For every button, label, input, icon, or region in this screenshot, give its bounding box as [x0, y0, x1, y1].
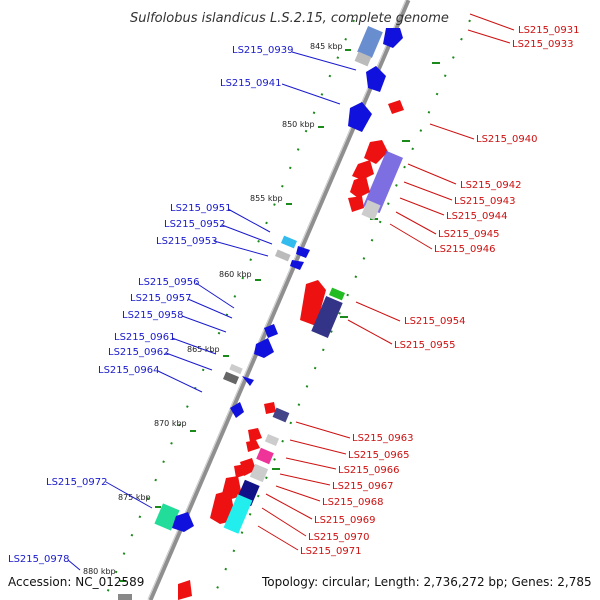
gene-feature — [242, 376, 254, 386]
gene-feature — [234, 464, 248, 478]
accession-text: Accession: NC_012589 — [8, 575, 144, 589]
gene-label[interactable]: LS215_0968 — [322, 497, 383, 508]
gene-feature — [172, 512, 194, 532]
gene-feature — [223, 494, 253, 534]
gene-feature — [229, 363, 243, 375]
gene-feature — [366, 66, 386, 92]
gene-feature — [230, 402, 244, 418]
kbp-label: 880 kbp — [83, 567, 116, 576]
gene-feature — [249, 463, 269, 483]
gene-label[interactable]: LS215_0964 — [98, 365, 159, 376]
gene-label[interactable]: LS215_0970 — [308, 532, 369, 543]
gene-feature — [361, 199, 381, 221]
gene-label[interactable]: LS215_0954 — [404, 316, 465, 327]
genome-backbone-highlight — [147, 0, 407, 600]
gene-feature — [350, 176, 370, 198]
gene-feature — [264, 402, 276, 414]
kbp-label: 860 kbp — [219, 270, 252, 279]
gene-label[interactable]: LS215_0956 — [138, 277, 199, 288]
gene-label[interactable]: LS215_0940 — [476, 134, 537, 145]
gene-label[interactable]: LS215_0957 — [130, 293, 191, 304]
gene-label[interactable]: LS215_0958 — [122, 310, 183, 321]
forward-leaders — [67, 51, 357, 571]
gene-label[interactable]: LS215_0939 — [232, 45, 293, 56]
gene-label[interactable]: LS215_0965 — [348, 450, 409, 461]
gene-feature — [222, 371, 240, 385]
forward-features — [118, 25, 403, 600]
gene-label[interactable]: LS215_0944 — [446, 211, 507, 222]
gene-feature — [118, 594, 132, 600]
gene-feature — [254, 338, 274, 358]
gene-label[interactable]: LS215_0942 — [460, 180, 521, 191]
gene-feature — [246, 440, 260, 452]
gene-label[interactable]: LS215_0971 — [300, 546, 361, 557]
gene-feature — [290, 260, 304, 270]
gene-feature — [264, 433, 280, 447]
gene-feature — [264, 324, 278, 338]
gene-feature — [256, 447, 274, 465]
gene-feature — [348, 196, 364, 212]
gene-label[interactable]: LS215_0953 — [156, 236, 217, 247]
gene-label[interactable]: LS215_0961 — [114, 332, 175, 343]
kbp-label: 855 kbp — [250, 194, 283, 203]
genome-backbone — [147, 0, 411, 600]
kbp-label: 845 kbp — [310, 42, 343, 51]
gene-label[interactable]: LS215_0966 — [338, 465, 399, 476]
gene-feature — [348, 102, 372, 132]
gene-label[interactable]: LS215_0978 — [8, 554, 69, 565]
gene-feature — [354, 51, 372, 67]
reverse-labels: LS215_0931 LS215_0933 LS215_0940 LS215_0… — [300, 25, 579, 557]
forward-labels: LS215_0939 LS215_0941 LS215_0951 LS215_0… — [8, 45, 293, 565]
gene-label[interactable]: LS215_0941 — [220, 78, 281, 89]
gene-feature — [280, 235, 298, 249]
gene-label[interactable]: LS215_0972 — [46, 477, 107, 488]
gene-feature — [296, 246, 310, 258]
gene-feature — [274, 249, 291, 262]
gene-label[interactable]: LS215_0962 — [108, 347, 169, 358]
reverse-features — [178, 100, 404, 600]
gene-label[interactable]: LS215_0951 — [170, 203, 231, 214]
gene-label[interactable]: LS215_0952 — [164, 219, 225, 230]
gene-feature — [352, 160, 374, 180]
map-title: Sulfolobus islandicus L.S.2.15, complete… — [130, 11, 449, 26]
gene-feature — [383, 28, 403, 48]
gene-label[interactable]: LS215_0933 — [512, 39, 573, 50]
gene-feature — [154, 503, 180, 531]
gene-label[interactable]: LS215_0967 — [332, 481, 393, 492]
gene-feature — [300, 280, 326, 326]
gene-feature — [357, 25, 383, 59]
gene-label[interactable]: LS215_0955 — [394, 340, 455, 351]
gene-feature — [328, 287, 346, 301]
gene-label[interactable]: LS215_0931 — [518, 25, 579, 36]
gene-label[interactable]: LS215_0946 — [434, 244, 495, 255]
gene-feature — [311, 295, 343, 339]
gene-feature — [178, 580, 192, 600]
gene-label[interactable]: LS215_0969 — [314, 515, 375, 526]
gene-feature — [364, 140, 388, 164]
gene-label[interactable]: LS215_0963 — [352, 433, 413, 444]
gene-feature — [362, 150, 404, 214]
gene-feature — [272, 407, 290, 423]
kbp-label: 870 kbp — [154, 419, 187, 428]
gene-feature — [248, 428, 262, 442]
gene-label[interactable]: LS215_0945 — [438, 229, 499, 240]
gene-label[interactable]: LS215_0943 — [454, 196, 515, 207]
reverse-leaders — [257, 13, 515, 551]
gene-feature — [388, 100, 404, 114]
kbp-label: 850 kbp — [282, 120, 315, 129]
genome-summary: Topology: circular; Length: 2,736,272 bp… — [261, 575, 592, 589]
